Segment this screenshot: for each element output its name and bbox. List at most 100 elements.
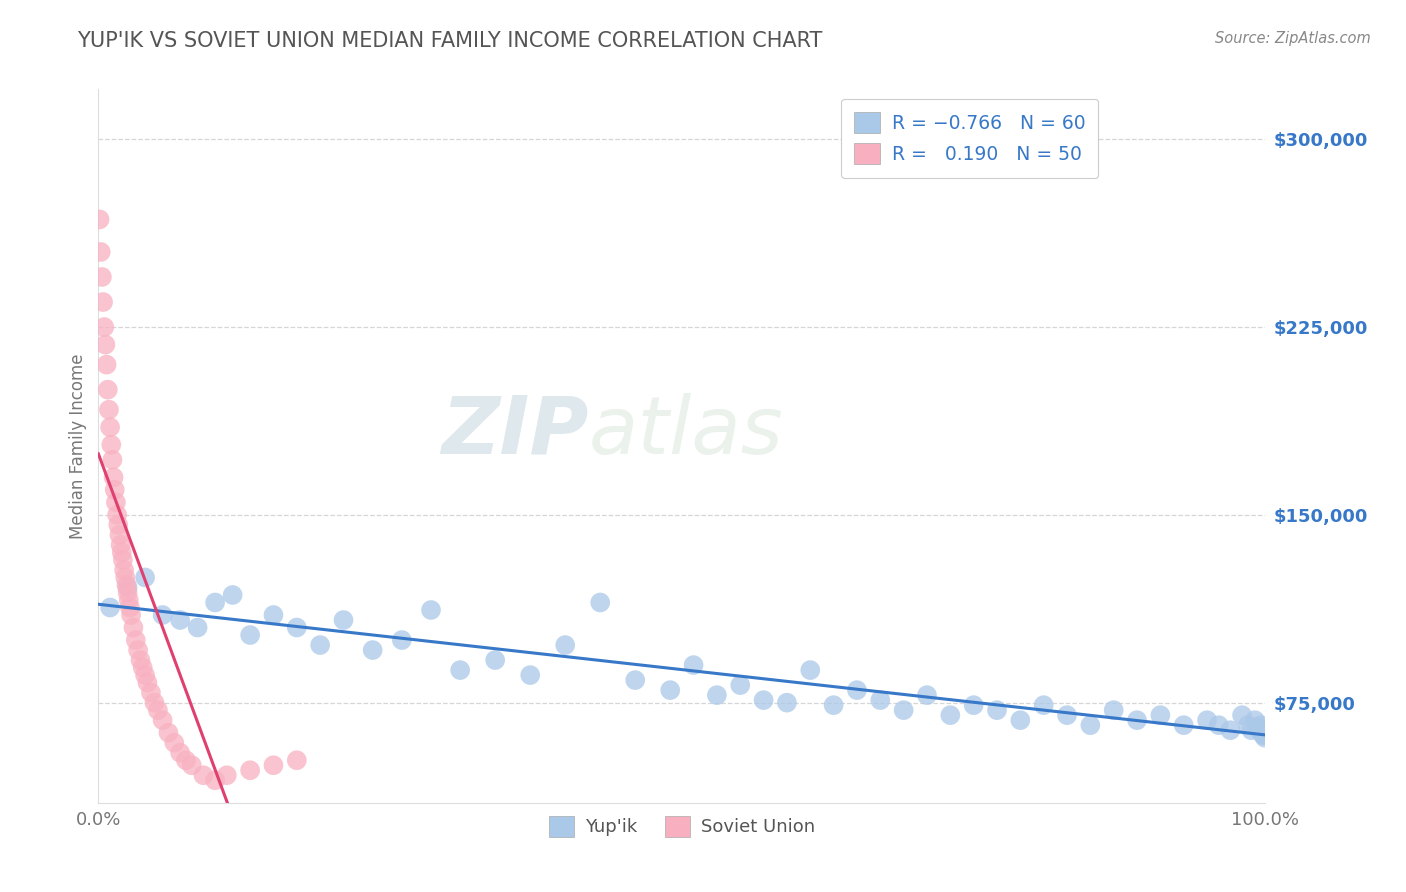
Point xyxy=(129,653,152,667)
Point xyxy=(169,746,191,760)
Point xyxy=(659,683,682,698)
Point xyxy=(112,563,135,577)
Text: Source: ZipAtlas.com: Source: ZipAtlas.com xyxy=(1215,31,1371,46)
Point xyxy=(136,675,159,690)
Point xyxy=(1195,713,1218,727)
Point xyxy=(104,495,127,509)
Point xyxy=(1032,698,1054,713)
Point xyxy=(118,593,141,607)
Point xyxy=(1246,721,1268,735)
Point xyxy=(262,607,284,622)
Point xyxy=(114,570,136,584)
Point xyxy=(823,698,845,713)
Point xyxy=(1250,718,1272,732)
Point xyxy=(105,508,128,522)
Point xyxy=(100,438,122,452)
Point xyxy=(111,545,134,559)
Point xyxy=(484,653,506,667)
Point xyxy=(1251,725,1274,739)
Point xyxy=(309,638,332,652)
Point xyxy=(96,358,118,372)
Point xyxy=(97,383,120,397)
Point xyxy=(239,764,262,778)
Point xyxy=(1126,713,1149,727)
Point xyxy=(152,713,174,727)
Point xyxy=(554,638,576,652)
Point xyxy=(204,595,226,609)
Point xyxy=(285,753,308,767)
Point xyxy=(420,603,443,617)
Point xyxy=(589,595,612,609)
Point xyxy=(1056,708,1078,723)
Point xyxy=(91,295,114,310)
Point xyxy=(163,736,186,750)
Point xyxy=(101,452,124,467)
Point xyxy=(94,337,117,351)
Point xyxy=(117,581,139,595)
Point xyxy=(1173,718,1195,732)
Point xyxy=(108,528,131,542)
Point xyxy=(98,420,121,434)
Legend: Yup'ik, Soviet Union: Yup'ik, Soviet Union xyxy=(541,808,823,844)
Point xyxy=(1253,728,1275,742)
Point xyxy=(1249,723,1271,738)
Point xyxy=(449,663,471,677)
Point xyxy=(706,688,728,702)
Point xyxy=(1219,723,1241,738)
Point xyxy=(180,758,202,772)
Point xyxy=(115,578,138,592)
Point xyxy=(120,607,142,622)
Point xyxy=(962,698,984,713)
Point xyxy=(215,768,238,782)
Text: atlas: atlas xyxy=(589,392,783,471)
Point xyxy=(1240,723,1263,738)
Point xyxy=(146,703,169,717)
Point xyxy=(1253,723,1275,738)
Point xyxy=(134,570,156,584)
Point xyxy=(846,683,869,698)
Point xyxy=(90,270,112,285)
Point xyxy=(117,585,139,599)
Point xyxy=(1010,713,1032,727)
Point xyxy=(93,320,115,334)
Point xyxy=(122,621,145,635)
Point xyxy=(1208,718,1230,732)
Point xyxy=(939,708,962,723)
Point xyxy=(1102,703,1125,717)
Point xyxy=(682,658,704,673)
Point xyxy=(285,621,308,635)
Point xyxy=(391,633,413,648)
Point xyxy=(143,696,166,710)
Point xyxy=(118,600,141,615)
Point xyxy=(262,758,284,772)
Point xyxy=(98,600,121,615)
Point xyxy=(519,668,541,682)
Point xyxy=(1080,718,1102,732)
Point xyxy=(1254,731,1277,745)
Point xyxy=(915,688,938,702)
Point xyxy=(332,613,354,627)
Point xyxy=(752,693,775,707)
Point xyxy=(624,673,647,687)
Point xyxy=(103,470,125,484)
Point xyxy=(361,643,384,657)
Point xyxy=(187,621,209,635)
Point xyxy=(193,768,215,782)
Point xyxy=(799,663,821,677)
Point xyxy=(869,693,891,707)
Point xyxy=(110,538,132,552)
Text: ZIP: ZIP xyxy=(441,392,589,471)
Point xyxy=(1149,708,1171,723)
Point xyxy=(730,678,752,692)
Point xyxy=(174,753,197,767)
Point xyxy=(104,483,127,497)
Y-axis label: Median Family Income: Median Family Income xyxy=(69,353,87,539)
Point xyxy=(97,402,120,417)
Point xyxy=(221,588,243,602)
Point xyxy=(1251,728,1274,742)
Point xyxy=(127,643,149,657)
Point xyxy=(134,668,156,682)
Point xyxy=(107,517,129,532)
Point xyxy=(89,212,111,227)
Point xyxy=(169,613,191,627)
